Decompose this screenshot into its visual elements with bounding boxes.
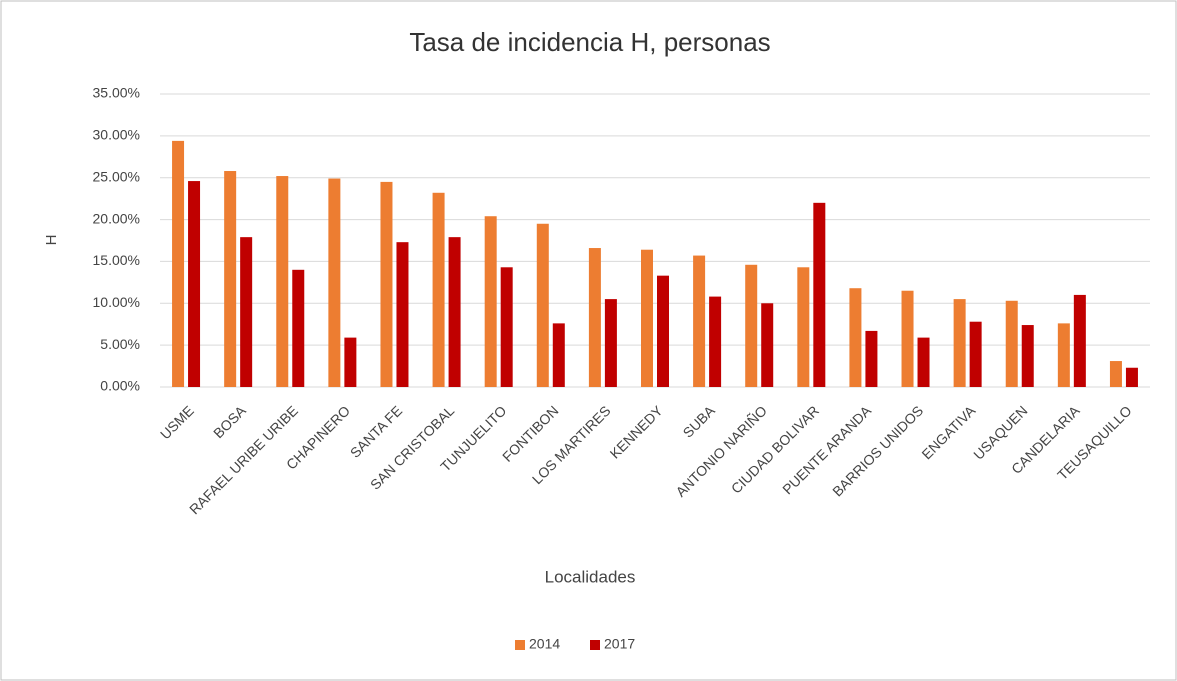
bar [328,178,341,387]
bar [344,337,357,387]
y-tick-label: 10.00% [93,294,140,310]
bar [604,299,617,387]
y-tick-label: 0.00% [100,378,140,394]
bar [292,269,305,387]
bar [693,255,706,387]
bar [224,171,237,387]
y-tick-label: 30.00% [93,127,140,143]
bar [657,275,669,387]
y-tick-label: 5.00% [100,336,140,352]
bar [448,237,461,387]
bar [745,264,758,387]
y-tick-label: 15.00% [93,252,140,268]
bar [484,216,497,387]
bar [797,267,810,387]
bar [917,337,930,387]
bar [188,181,201,387]
legend-swatch [515,640,525,650]
y-tick-label: 20.00% [93,210,140,226]
y-tick-label: 35.00% [93,85,140,101]
bar [813,202,826,387]
bar [276,176,289,387]
bar [1125,367,1138,387]
bar [865,330,878,387]
bar [761,303,774,387]
bar [1109,361,1122,387]
chart-title: Tasa de incidencia H, personas [409,27,770,57]
bar [969,321,982,387]
bar [641,249,653,387]
bar [396,242,409,387]
bar [588,248,601,387]
bar [953,299,966,387]
bar [172,140,185,387]
legend-label: 2017 [604,636,635,652]
bar [500,267,513,387]
bar [380,181,393,387]
bar [536,223,549,387]
bar [1057,323,1070,387]
x-axis-label: Localidades [545,567,636,586]
bar [432,192,445,387]
y-tick-label: 25.00% [93,168,140,184]
bar [901,290,914,387]
bar [849,288,862,387]
legend-swatch [590,640,600,650]
bar [240,237,253,387]
bar [552,323,565,387]
y-axis-label: H [43,235,60,246]
bar [1005,300,1018,387]
bar [1021,325,1034,387]
bar [709,296,722,387]
legend-label: 2014 [529,636,560,652]
bar [1073,294,1086,387]
